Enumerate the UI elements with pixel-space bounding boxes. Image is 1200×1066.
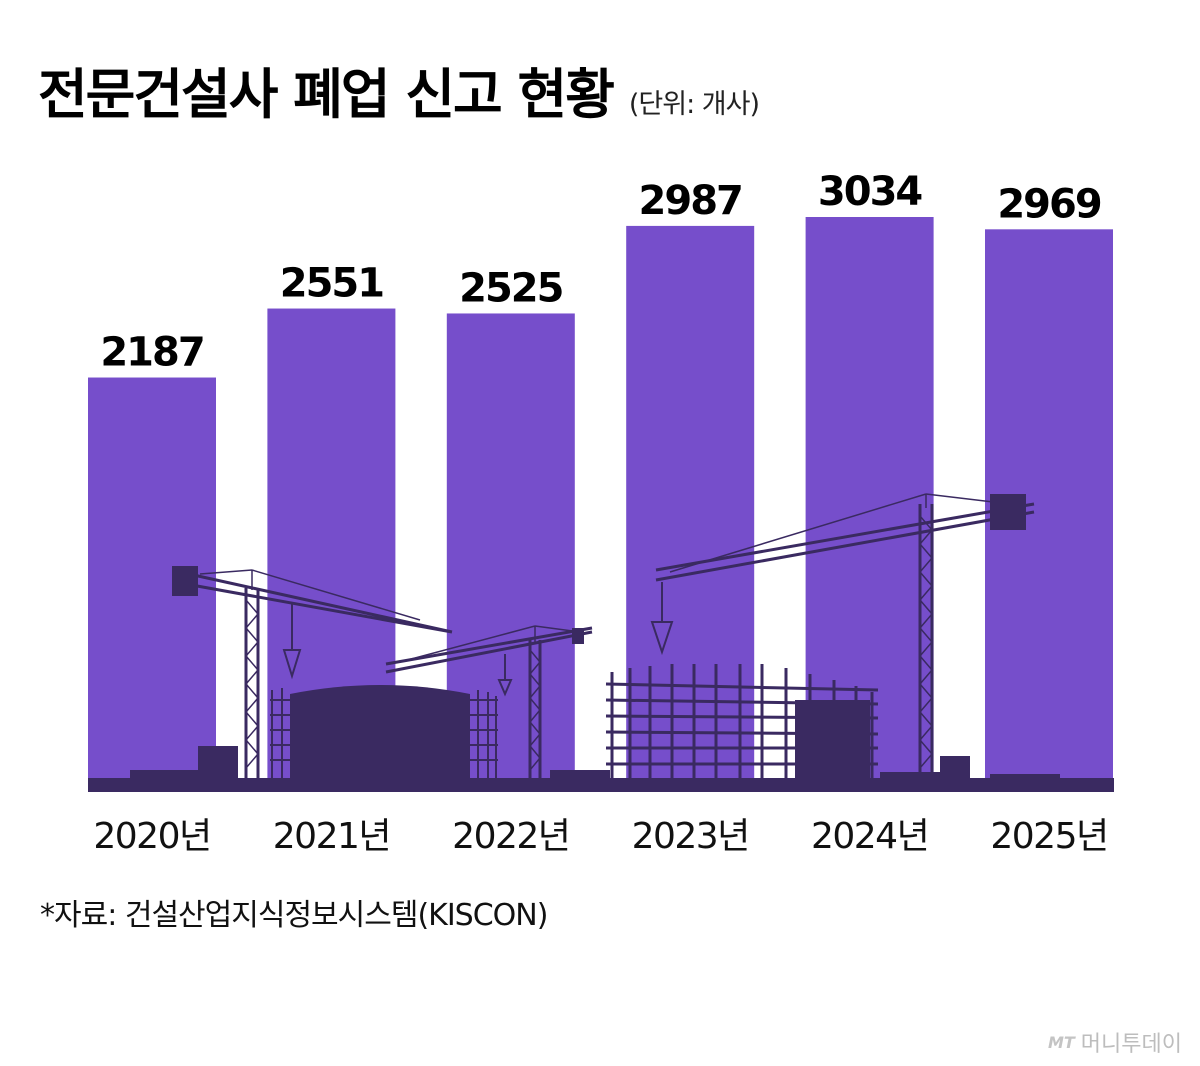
category-label: 2021년 (273, 816, 390, 857)
brand-logo: MT 머니투데이 (1048, 1026, 1182, 1058)
bar-chart: 2187 2551 2525 2987 3034 2969 2020년 2021년 2022년… (88, 169, 1114, 857)
value-label: 3034 (818, 169, 921, 215)
category-labels-group: 2020년 2021년 2022년 2023년 2024년 2025년 (93, 816, 1109, 857)
value-label: 2525 (459, 265, 562, 311)
title-row: 전문건설사 폐업 신고 현황 (단위: 개사) (38, 50, 760, 129)
brand-name: 머니투데이 (1080, 1032, 1182, 1057)
value-label: 2187 (100, 330, 203, 376)
ground-rubble-left (130, 770, 210, 780)
value-label: 2987 (639, 178, 742, 224)
category-label: 2025년 (990, 816, 1107, 857)
ground-rubble-far (990, 774, 1060, 780)
value-label: 2551 (280, 261, 383, 307)
building-core (795, 700, 870, 778)
crane-3-counterweight (990, 494, 1026, 530)
bars-group (88, 217, 1113, 793)
category-label: 2024년 (811, 816, 928, 857)
bar-2023년 (626, 225, 755, 793)
ground-rubble-mid (550, 770, 610, 780)
machine-left (198, 746, 238, 778)
bar-2024년 (805, 217, 934, 792)
chart-title: 전문건설사 폐업 신고 현황 (38, 63, 615, 126)
machine-right (940, 756, 970, 780)
value-labels-group: 2187 2551 2525 2987 3034 2969 (100, 169, 1102, 376)
construction-silhouette (88, 493, 1114, 792)
crane-2-counterweight (572, 628, 584, 644)
value-label: 2969 (997, 181, 1100, 227)
unit-label: (단위: 개사) (628, 89, 760, 120)
crane-1 (179, 569, 453, 778)
ground-rubble-right (880, 772, 970, 780)
source-note: *자료: 건설산업지식정보시스템(KISCON) (40, 898, 548, 933)
category-label: 2022년 (452, 816, 569, 857)
tank-building (290, 685, 470, 778)
brand-mark: MT (1047, 1032, 1075, 1052)
crane-1-counterweight (172, 566, 198, 596)
tank-scaffold (270, 688, 498, 778)
category-label: 2023년 (632, 816, 749, 857)
category-label: 2020년 (93, 816, 210, 857)
ground-silhouette (88, 778, 1114, 792)
